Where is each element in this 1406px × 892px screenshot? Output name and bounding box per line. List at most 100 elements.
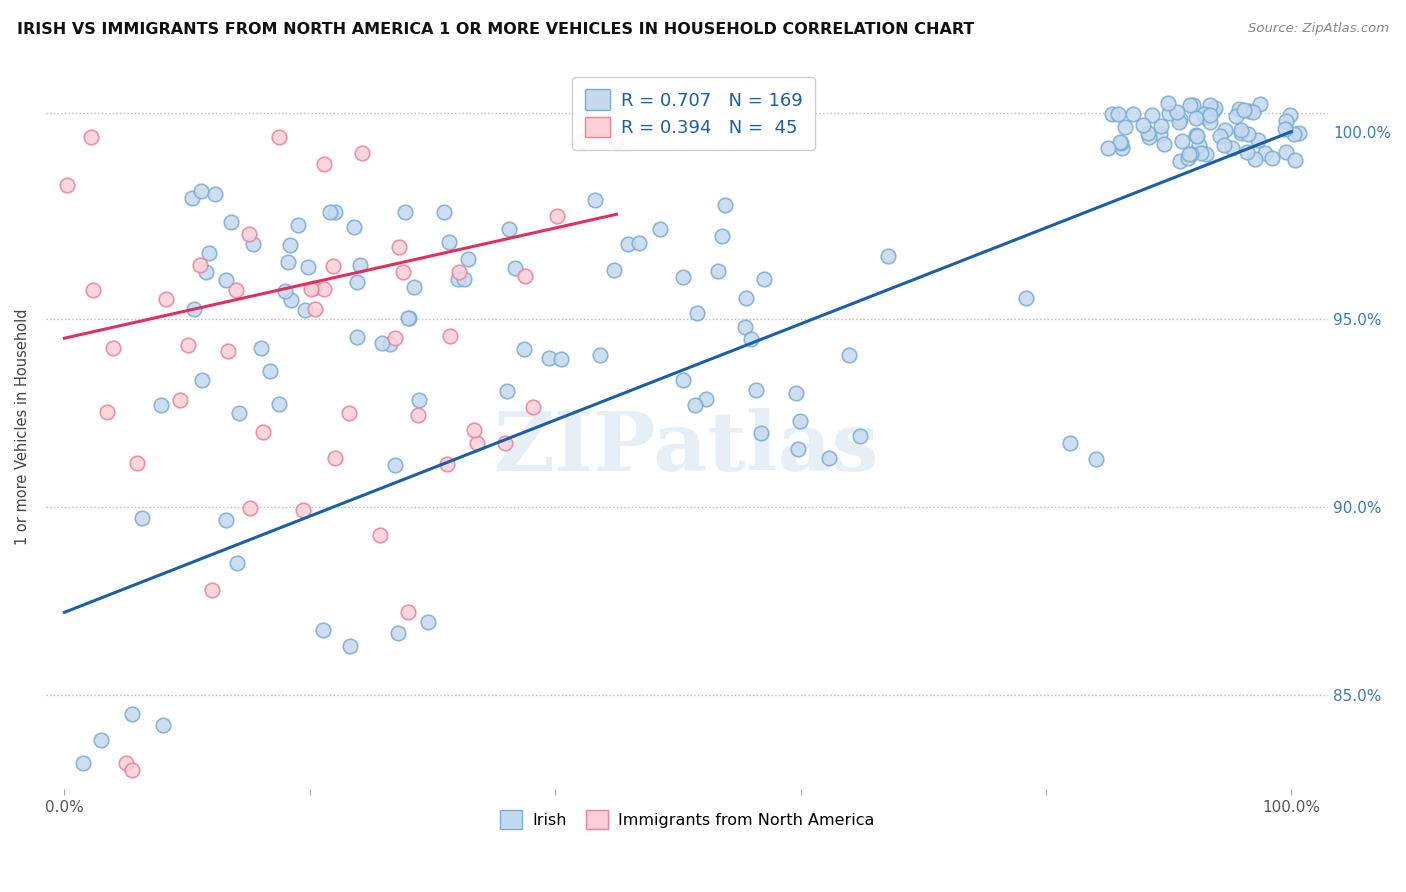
Point xyxy=(714,198,737,212)
Point xyxy=(495,384,517,398)
Point xyxy=(439,329,461,343)
Text: Source: ZipAtlas.com: Source: ZipAtlas.com xyxy=(1249,22,1389,36)
Point xyxy=(1195,146,1218,161)
Point xyxy=(1182,98,1205,112)
Point xyxy=(1233,103,1256,118)
Point xyxy=(242,236,264,251)
Point xyxy=(1254,146,1277,161)
Point xyxy=(1137,129,1160,144)
Point xyxy=(1059,436,1081,450)
Point xyxy=(204,186,226,201)
Point xyxy=(259,364,281,378)
Point xyxy=(1225,109,1247,123)
Point xyxy=(201,582,224,597)
Point xyxy=(274,284,297,298)
Point xyxy=(1192,107,1215,121)
Point xyxy=(1084,452,1107,467)
Point xyxy=(1194,110,1216,124)
Point xyxy=(1212,138,1234,153)
Point xyxy=(1243,153,1265,167)
Point xyxy=(603,263,626,277)
Point xyxy=(177,337,200,351)
Point xyxy=(1177,146,1199,161)
Point xyxy=(457,252,479,266)
Point xyxy=(818,450,841,465)
Point xyxy=(1274,122,1296,136)
Point xyxy=(1142,108,1164,122)
Point xyxy=(740,333,762,347)
Point xyxy=(322,260,344,274)
Point xyxy=(1153,136,1175,151)
Point xyxy=(447,272,470,286)
Y-axis label: 1 or more Vehicles in Household: 1 or more Vehicles in Household xyxy=(15,309,30,545)
Point xyxy=(343,219,366,234)
Point xyxy=(1107,107,1129,121)
Point xyxy=(1261,151,1284,165)
Point xyxy=(250,341,273,355)
Point xyxy=(194,265,217,279)
Point xyxy=(72,756,94,770)
Point xyxy=(1204,102,1226,116)
Point xyxy=(1157,106,1180,120)
Point xyxy=(503,260,526,275)
Point xyxy=(1185,128,1208,142)
Point xyxy=(1208,128,1230,143)
Point xyxy=(465,435,488,450)
Point xyxy=(238,227,260,241)
Point xyxy=(695,392,717,407)
Point xyxy=(299,282,322,296)
Point xyxy=(350,145,373,160)
Point xyxy=(280,293,302,308)
Point xyxy=(571,135,593,149)
Point xyxy=(605,134,627,148)
Point xyxy=(349,259,371,273)
Point xyxy=(346,330,368,344)
Point xyxy=(494,436,516,450)
Point xyxy=(287,218,309,232)
Point xyxy=(121,706,143,721)
Point xyxy=(1166,105,1188,120)
Point xyxy=(396,606,419,620)
Point xyxy=(1101,107,1123,121)
Point xyxy=(228,406,250,420)
Point xyxy=(96,404,118,418)
Point xyxy=(1171,134,1194,148)
Point xyxy=(394,204,416,219)
Point xyxy=(90,733,112,747)
Point xyxy=(267,397,290,411)
Point xyxy=(1122,106,1144,120)
Text: IRISH VS IMMIGRANTS FROM NORTH AMERICA 1 OR MORE VEHICLES IN HOUSEHOLD CORRELATI: IRISH VS IMMIGRANTS FROM NORTH AMERICA 1… xyxy=(17,22,974,37)
Point xyxy=(463,424,485,438)
Point xyxy=(707,264,730,278)
Point xyxy=(672,373,695,387)
Point xyxy=(1189,145,1212,160)
Point xyxy=(384,458,406,472)
Point xyxy=(396,311,419,326)
Point xyxy=(1168,154,1191,169)
Point xyxy=(1241,104,1264,119)
Point xyxy=(1180,147,1202,161)
Point xyxy=(225,283,247,297)
Point xyxy=(789,414,811,428)
Point xyxy=(1282,127,1305,141)
Point xyxy=(388,239,411,253)
Point xyxy=(225,556,247,570)
Point xyxy=(734,291,756,305)
Point xyxy=(181,191,204,205)
Point xyxy=(380,337,402,351)
Point xyxy=(1213,123,1236,137)
Point xyxy=(188,258,211,272)
Point xyxy=(302,281,325,295)
Point xyxy=(498,222,520,236)
Point xyxy=(1249,96,1271,111)
Point xyxy=(752,272,775,286)
Point xyxy=(346,276,368,290)
Point xyxy=(1239,103,1261,118)
Point xyxy=(1202,104,1225,119)
Point xyxy=(453,271,475,285)
Point xyxy=(323,204,346,219)
Point xyxy=(114,756,136,770)
Point xyxy=(1274,114,1296,128)
Point xyxy=(198,245,221,260)
Point xyxy=(1279,108,1302,122)
